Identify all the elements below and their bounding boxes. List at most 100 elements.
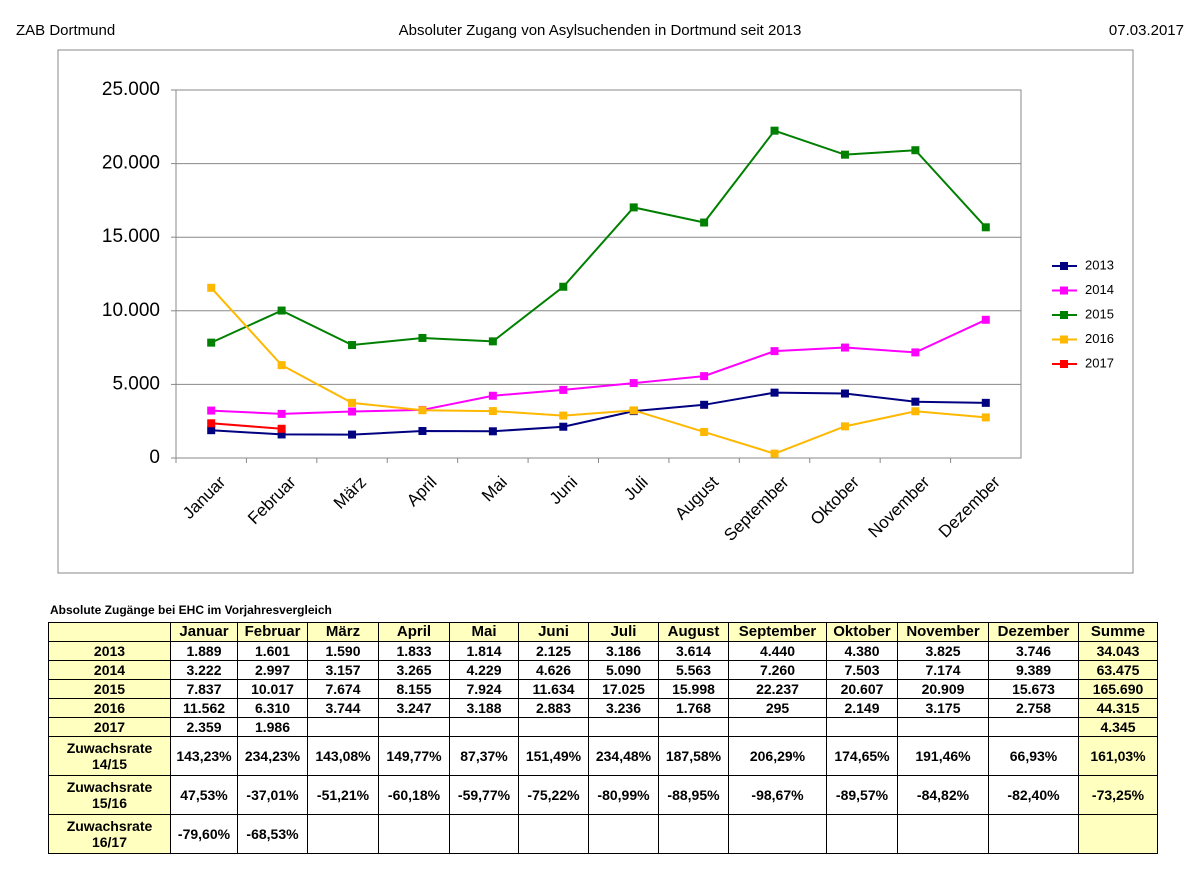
data-point [840, 389, 849, 398]
data-point [770, 388, 779, 397]
cell: 7.924 [449, 679, 519, 699]
legend-label: 2016 [1085, 331, 1114, 346]
cell: 151,49% [518, 736, 589, 776]
cell: -51,21% [307, 775, 379, 815]
cell: 143,08% [307, 736, 379, 776]
column-header: November [897, 622, 989, 642]
y-tick-label: 5.000 [112, 373, 160, 394]
cell: 234,48% [588, 736, 659, 776]
cell: 3.746 [988, 641, 1079, 661]
cell: 20.607 [826, 679, 898, 699]
cell: 66,93% [988, 736, 1079, 776]
table-row: 2017 2.359 1.986 4.345 [48, 717, 1158, 737]
series-line [210, 287, 986, 455]
data-point [559, 411, 568, 420]
data-point [911, 407, 920, 416]
header-row: Januar Februar März April Mai Juni Juli August S… [48, 622, 1158, 642]
data-point [207, 406, 216, 415]
column-header: Juli [588, 622, 659, 642]
cell: 22.237 [728, 679, 827, 699]
cell: 206,29% [728, 736, 827, 776]
data-point [348, 341, 357, 350]
legend-label: 2017 [1085, 355, 1114, 370]
data-point [277, 424, 286, 433]
cell [826, 717, 898, 737]
data-point [629, 406, 638, 415]
data-point [911, 146, 920, 155]
cell [449, 814, 519, 854]
legend-marker [1060, 286, 1068, 295]
table-row: 2013 1.889 1.601 1.590 1.833 1.814 2.125 3.186 3… [48, 641, 1158, 661]
cell: 7.503 [826, 660, 898, 680]
header-left: ZAB Dortmund [16, 22, 116, 39]
cell [897, 717, 989, 737]
legend-marker [1060, 360, 1068, 368]
row-label: Zuwachsrate 15/16 [48, 775, 171, 815]
row-label: 2015 [48, 679, 171, 699]
cell: 3.614 [658, 641, 729, 661]
column-header: Oktober [826, 622, 898, 642]
column-header: Februar [237, 622, 308, 642]
cell [378, 814, 450, 854]
data-point [348, 398, 357, 407]
cell: 3.157 [307, 660, 379, 680]
cell: 1.590 [307, 641, 379, 661]
cell: 7.674 [307, 679, 379, 699]
cell: 3.744 [307, 698, 379, 718]
cell: 3.825 [897, 641, 989, 661]
cell: 9.389 [988, 660, 1079, 680]
cell: 7.174 [897, 660, 989, 680]
data-point [277, 430, 286, 439]
cell: 15.673 [988, 679, 1079, 699]
y-tick-label: 15.000 [102, 226, 160, 247]
cell: 15.998 [658, 679, 729, 699]
table-row: Zuwachsrate 14/15 143,23% 234,23% 143,08% 14… [48, 736, 1158, 776]
cell: -37,01% [237, 775, 308, 815]
cell [658, 814, 729, 854]
cell: 2.125 [518, 641, 589, 661]
data-table: Januar Februar März April Mai Juni Juli August S… [48, 622, 1158, 854]
table-row: 2014 3.222 2.997 3.157 3.265 4.229 4.626 5.090 5… [48, 660, 1158, 680]
data-point [207, 338, 216, 347]
data-point [770, 449, 779, 458]
data-point [418, 333, 427, 342]
data-point [488, 391, 497, 400]
cell: 5.563 [658, 660, 729, 680]
cell: 2.883 [518, 698, 589, 718]
data-point [207, 426, 216, 435]
column-header: Summe [1078, 622, 1158, 642]
data-point [559, 422, 568, 431]
cell: -60,18% [378, 775, 450, 815]
sum-cell [1078, 814, 1158, 854]
data-point [559, 385, 568, 394]
data-point [840, 343, 849, 352]
data-point [559, 282, 568, 291]
cell: 191,46% [897, 736, 989, 776]
series-line [211, 422, 282, 430]
table-title: Absolute Zugänge bei EHC im Vorjahresver… [50, 603, 332, 617]
legend-label: 2015 [1085, 306, 1114, 321]
cell: 11.634 [518, 679, 589, 699]
legend-marker [1060, 335, 1068, 344]
row-label: 2017 [48, 717, 171, 737]
row-label: Zuwachsrate 16/17 [48, 814, 171, 854]
data-point [277, 409, 286, 418]
cell: -82,40% [988, 775, 1079, 815]
series-line [211, 318, 987, 415]
data-point [348, 430, 357, 439]
legend-marker [1060, 311, 1068, 319]
chart-title: Absoluter Zugang von Asylsuchenden in Do… [398, 22, 802, 39]
cell: 187,58% [658, 736, 729, 776]
data-point [700, 218, 709, 227]
data-point [840, 422, 849, 431]
cell: -75,22% [518, 775, 589, 815]
column-header: September [728, 622, 827, 642]
column-header: Juni [518, 622, 589, 642]
data-point [207, 283, 216, 292]
cell: 17.025 [588, 679, 659, 699]
cell [988, 717, 1079, 737]
sum-cell: 63.475 [1078, 660, 1158, 680]
cell: -80,99% [588, 775, 659, 815]
cell: 8.155 [378, 679, 450, 699]
